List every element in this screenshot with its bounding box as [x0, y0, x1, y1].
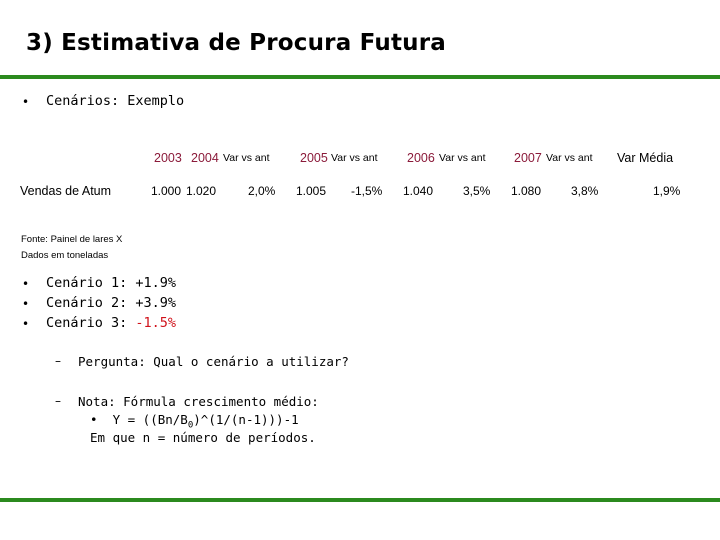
- formula-subscript: 0: [187, 420, 194, 431]
- header-2006: 2006: [407, 151, 435, 165]
- scenario-3-label: Cenário 3:: [46, 315, 128, 331]
- header-2003: 2003: [154, 151, 182, 165]
- scenario-3-value: -1.5%: [135, 315, 177, 331]
- cell-var-4: 3,8%: [571, 184, 599, 198]
- header-var-3: Var vs ant: [439, 152, 486, 164]
- table-units: Dados em toneladas: [21, 250, 109, 261]
- bottom-divider: [0, 498, 720, 502]
- note-text: Nota: Fórmula crescimento médio:: [78, 394, 319, 409]
- header-var-media: Var Média: [617, 151, 674, 165]
- bullet-dot: •: [22, 317, 30, 331]
- scenario-1-value: +1.9%: [135, 275, 177, 291]
- bullet-dot: •: [22, 297, 30, 311]
- question-text: Pergunta: Qual o cenário a utilizar?: [78, 354, 349, 369]
- slide-title: 3) Estimativa de Procura Futura: [26, 30, 447, 56]
- dash-marker: –: [55, 394, 61, 408]
- cell-2007: 1.080: [511, 184, 542, 198]
- cell-2004: 1.020: [186, 184, 217, 198]
- header-2007: 2007: [514, 151, 542, 165]
- scenario-3: Cenário 3: -1.5%: [46, 315, 176, 331]
- cell-2005: 1.005: [296, 184, 327, 198]
- header-var-2: Var vs ant: [331, 152, 378, 164]
- cell-var-media: 1,9%: [653, 184, 681, 198]
- scenario-2: Cenário 2: +3.9%: [46, 295, 176, 311]
- header-2004: 2004: [191, 151, 219, 165]
- scenario-2-label: Cenário 2:: [46, 295, 128, 311]
- scenario-2-value: +3.9%: [135, 295, 177, 311]
- formula-suffix: )^(1/(n-1)))-1: [193, 412, 299, 427]
- row-label: Vendas de Atum: [20, 184, 112, 198]
- formula-prefix: Y = ((Bn/B: [112, 412, 188, 427]
- cell-var-2: -1,5%: [351, 184, 383, 198]
- dash-marker: –: [55, 354, 61, 368]
- cell-2006: 1.040: [403, 184, 434, 198]
- bullet-dot: •: [22, 277, 30, 291]
- bullet-dot: •: [22, 95, 30, 109]
- formula-description: Em que n = número de períodos.: [90, 430, 316, 445]
- top-divider: [0, 75, 720, 79]
- scenario-1-label: Cenário 1:: [46, 275, 128, 291]
- scenarios-header: Cenários: Exemplo: [46, 93, 185, 109]
- cell-2003: 1.000: [151, 184, 182, 198]
- formula-line: • Y = ((Bn/B0)^(1/(n-1)))-1: [90, 412, 299, 431]
- cell-var-1: 2,0%: [248, 184, 276, 198]
- header-2005: 2005: [300, 151, 328, 165]
- header-var-1: Var vs ant: [223, 152, 270, 164]
- table-source: Fonte: Painel de lares X: [21, 234, 123, 245]
- scenario-1: Cenário 1: +1.9%: [46, 275, 176, 291]
- header-var-4: Var vs ant: [546, 152, 593, 164]
- cell-var-3: 3,5%: [463, 184, 491, 198]
